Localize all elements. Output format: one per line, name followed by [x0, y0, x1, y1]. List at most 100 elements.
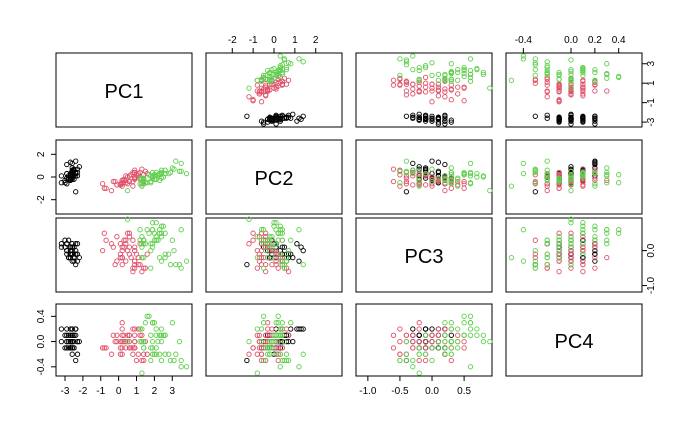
tick-label-pc2-2: 0 — [271, 35, 277, 46]
point-group2-pc4-vs-pc3-7 — [461, 345, 467, 351]
point-group2-pc2-vs-pc4-15 — [592, 167, 598, 173]
point-group2-pc2-vs-pc1-18 — [130, 183, 136, 189]
point-group3-pc1-vs-pc2-44 — [277, 66, 283, 73]
point-group3-pc2-vs-pc1-29 — [158, 167, 165, 173]
point-group3-pc4-vs-pc3-17 — [467, 364, 474, 370]
point-group1-pc3-vs-pc2-14 — [296, 258, 302, 264]
point-group1-pc3-vs-pc1-37 — [64, 251, 70, 257]
point-group3-pc4-vs-pc1-11 — [148, 345, 154, 351]
point-group3-pc1-vs-pc3-7 — [403, 62, 410, 68]
point-group1-pc2-vs-pc3-21 — [435, 169, 442, 176]
point-group2-pc4-vs-pc1-7 — [101, 345, 107, 351]
point-group3-pc3-vs-pc2-34 — [260, 265, 267, 271]
point-group3-pc3-vs-pc1-27 — [139, 244, 145, 250]
point-group3-pc1-vs-pc3-31 — [403, 59, 410, 65]
point-group3-pc2-vs-pc3-39 — [448, 169, 454, 176]
panel-frame-pc3-pc3 — [355, 217, 493, 293]
point-group2-pc1-vs-pc4-27 — [544, 74, 550, 81]
point-group2-pc4-vs-pc1-47 — [126, 345, 133, 351]
point-group3-pc1-vs-pc4-48 — [568, 71, 574, 78]
point-group2-pc4-vs-pc3-16 — [455, 332, 461, 338]
point-group3-pc2-vs-pc3-11 — [429, 178, 435, 185]
point-group3-pc2-vs-pc4-41 — [604, 169, 610, 176]
point-group2-pc2-vs-pc4-18 — [544, 183, 550, 189]
point-group2-pc2-vs-pc1-48 — [99, 181, 106, 187]
point-group1-pc1-vs-pc4-42 — [580, 119, 586, 125]
point-group2-pc1-vs-pc4-17 — [604, 88, 610, 94]
point-group3-pc4-vs-pc1-13 — [139, 326, 145, 332]
point-group3-pc3-vs-pc2-22 — [281, 265, 288, 271]
tick-label-pc2-row-0: -2 — [36, 195, 47, 204]
point-group2-pc4-vs-pc1-14 — [110, 332, 116, 338]
point-group1-pc1-vs-pc3-22 — [442, 121, 448, 127]
point-group1-pc2-vs-pc1-32 — [64, 161, 70, 168]
tick-label-pc2-1: -1 — [249, 35, 258, 46]
point-group1-pc1-vs-pc4-24 — [544, 115, 550, 121]
point-group3-pc1-vs-pc3-36 — [480, 69, 487, 76]
panel-frame-pc1-pc1 — [55, 52, 193, 128]
point-group2-pc3-vs-pc1-30 — [117, 254, 124, 261]
point-group2-pc4-vs-pc3-45 — [435, 332, 442, 338]
point-group3-pc1-vs-pc2-19 — [254, 77, 260, 83]
point-group1-pc4-vs-pc1-45 — [67, 345, 74, 351]
point-group3-pc3-vs-pc4-33 — [556, 254, 562, 261]
point-group2-pc2-vs-pc3-7 — [461, 185, 467, 191]
point-group1-pc2-vs-pc1-33 — [67, 159, 74, 165]
point-group3-pc2-vs-pc4-42 — [568, 181, 574, 187]
point-group3-pc1-vs-pc3-32 — [455, 69, 461, 76]
point-group2-pc3-vs-pc4-25 — [556, 258, 562, 264]
point-group2-pc1-vs-pc3-9 — [455, 91, 461, 97]
point-group3-pc2-vs-pc4-44 — [592, 170, 598, 177]
point-group3-pc2-vs-pc1-31 — [173, 158, 179, 164]
point-group2-pc1-vs-pc4-38 — [592, 88, 598, 94]
point-group3-pc4-vs-pc3-28 — [448, 351, 454, 357]
point-group2-pc4-vs-pc3-22 — [416, 357, 422, 364]
point-group2-pc2-vs-pc1-37 — [130, 178, 136, 185]
point-group3-pc4-vs-pc1-40 — [157, 332, 163, 338]
point-group3-pc4-vs-pc1-35 — [171, 357, 177, 364]
point-group3-pc4-vs-pc1-31 — [173, 351, 179, 357]
point-group2-pc1-vs-pc3-47 — [422, 84, 429, 90]
tick-label-pc2-4: 2 — [313, 35, 319, 46]
point-group1-pc1-vs-pc4-20 — [568, 112, 574, 118]
point-group2-pc1-vs-pc3-41 — [429, 81, 435, 87]
point-group3-pc2-vs-pc3-15 — [467, 173, 474, 179]
point-group3-pc3-vs-pc1-0 — [160, 223, 166, 229]
point-group2-pc4-vs-pc1-5 — [126, 338, 133, 345]
point-group2-pc3-vs-pc4-16 — [580, 234, 586, 240]
point-group2-pc4-vs-pc2-18 — [254, 351, 260, 357]
point-group3-pc1-vs-pc3-9 — [448, 61, 454, 67]
diagonal-label-pc1: PC1 — [105, 81, 144, 103]
point-group2-pc4-vs-pc1-32 — [119, 338, 125, 345]
point-group3-pc4-vs-pc3-16 — [435, 345, 442, 351]
point-group2-pc3-vs-pc1-47 — [126, 251, 133, 257]
point-group1-pc4-vs-pc3-35 — [416, 332, 422, 338]
point-group2-pc4-vs-pc1-8 — [133, 357, 140, 364]
tick-label-pc4-0: -0.4 — [515, 35, 533, 46]
point-group3-pc2-vs-pc3-32 — [455, 176, 461, 182]
point-group2-pc4-vs-pc1-45 — [121, 332, 127, 338]
point-group3-pc2-vs-pc3-42 — [448, 181, 454, 187]
point-group3-pc1-vs-pc3-2 — [422, 64, 429, 71]
tick-label-pc1-3: 0 — [116, 386, 122, 397]
point-group3-pc3-vs-pc4-27 — [568, 244, 574, 250]
point-group3-pc1-vs-pc4-35 — [532, 60, 538, 66]
point-group3-pc4-vs-pc3-9 — [448, 320, 454, 326]
point-group3-pc4-vs-pc3-24 — [467, 332, 474, 338]
point-group2-pc4-vs-pc3-21 — [410, 338, 416, 345]
point-group1-pc1-vs-pc3-47 — [442, 118, 448, 124]
point-group1-pc4-vs-pc1-26 — [71, 345, 77, 351]
point-group3-pc4-vs-pc1-5 — [176, 338, 183, 345]
point-group2-pc3-vs-pc4-11 — [580, 247, 586, 254]
point-group2-pc1-vs-pc3-31 — [410, 91, 416, 97]
diagonal-label-pc3: PC3 — [405, 246, 444, 268]
point-group3-pc2-vs-pc1-22 — [178, 168, 184, 174]
point-group2-pc3-vs-pc1-14 — [110, 244, 116, 250]
point-group2-pc1-vs-pc3-25 — [410, 81, 416, 87]
panel-frame-pc1-pc4 — [505, 52, 643, 128]
point-group1-pc4-vs-pc1-46 — [69, 332, 75, 338]
point-group1-pc1-vs-pc4-41 — [532, 113, 538, 119]
point-group3-pc1-vs-pc4-6 — [568, 85, 574, 91]
point-group3-pc3-vs-pc1-37 — [149, 241, 156, 247]
point-group3-pc4-vs-pc2-49 — [265, 345, 271, 351]
